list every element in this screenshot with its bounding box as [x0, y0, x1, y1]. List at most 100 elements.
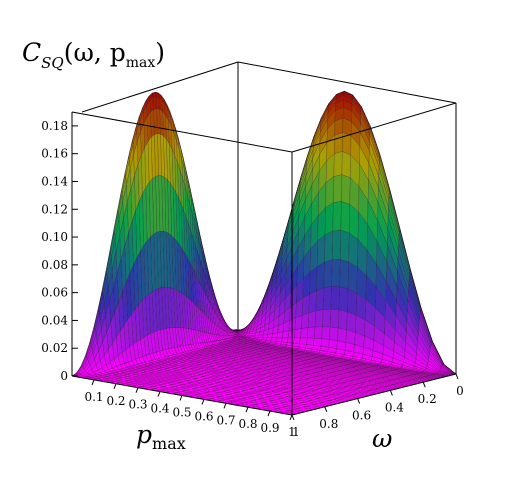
- omega-tick: [291, 414, 295, 421]
- surface-patch: [339, 259, 349, 290]
- surface-patch: [332, 201, 342, 232]
- p-tick: [157, 391, 161, 397]
- omega-tick-label: 0.4: [385, 400, 404, 414]
- surface-patch: [324, 230, 333, 263]
- title-close: ): [155, 38, 166, 67]
- surface: [71, 90, 457, 416]
- omega-tick: [324, 406, 328, 412]
- surface-patch: [322, 309, 332, 328]
- box-edge: [81, 61, 239, 113]
- p-axis-label: pmax: [136, 420, 186, 453]
- p-tick: [245, 407, 249, 413]
- surface-patch: [332, 230, 342, 260]
- surface-patch: [307, 310, 316, 328]
- z-tick-label: 0.14: [41, 174, 68, 188]
- omega-tick-label: 0.6: [352, 409, 371, 423]
- surface-patch: [341, 174, 351, 205]
- box-edge: [291, 102, 457, 153]
- box-edge: [237, 61, 457, 104]
- z-tick-label: 0.10: [41, 230, 68, 244]
- surface-patch: [337, 327, 347, 343]
- surface-patch: [281, 337, 289, 343]
- p-tick-label: 0.7: [216, 413, 235, 427]
- p-axis: 0.1 0.2 0.3 0.4 0.5 0.6 0.7 0.8 0.9 1: [84, 379, 296, 439]
- surface-patch: [300, 327, 309, 339]
- chart-title: CSQ(ω, pmax): [22, 38, 166, 72]
- surface-patch: [334, 117, 344, 136]
- p-tick: [267, 410, 271, 417]
- surface-patch: [347, 288, 357, 316]
- omega-tick: [455, 373, 459, 380]
- p-tick: [91, 379, 95, 386]
- z-tick-label: 0.12: [41, 202, 68, 216]
- surface-patch: [294, 328, 302, 339]
- omega-tick: [357, 398, 361, 404]
- z-tick-label: 0.02: [41, 341, 68, 355]
- p-tick: [113, 383, 117, 389]
- omega-tick-label: 0.2: [418, 392, 437, 406]
- surface-patch: [314, 309, 324, 328]
- p-tick: [289, 414, 293, 421]
- surface-patch: [287, 337, 295, 344]
- z-tick-label: 0.16: [41, 147, 68, 161]
- p-tick-label: 0.8: [238, 417, 257, 431]
- surface-patch: [329, 326, 339, 341]
- surface-patch: [330, 286, 340, 311]
- omega-axis: 0 0.2 0.4 0.6 0.8 1: [291, 373, 464, 439]
- omega-tick-label: 1: [292, 425, 300, 439]
- z-tick-label: 0.04: [41, 313, 68, 327]
- p-axis-label-sub: max: [152, 434, 186, 453]
- p-tick-label: 0.1: [84, 390, 103, 404]
- surface-patch: [338, 286, 349, 313]
- surface-patch: [323, 286, 332, 310]
- surface-patch: [324, 202, 334, 236]
- box-edge: [71, 111, 293, 153]
- surface-patch: [345, 329, 356, 345]
- p-tick: [179, 395, 183, 401]
- surface-patch: [313, 338, 322, 347]
- surface-patch: [333, 174, 343, 203]
- surface-patch: [340, 201, 350, 234]
- p-axis-label-main: p: [136, 420, 153, 449]
- surface-patch: [320, 338, 330, 348]
- z-tick-label: 0.18: [41, 119, 68, 133]
- surface-patch: [341, 151, 351, 179]
- surface-patch: [301, 312, 309, 329]
- omega-tick-label: 0.8: [319, 417, 338, 431]
- surface-patch: [314, 326, 323, 339]
- surface-patch: [321, 326, 331, 340]
- omega-tick-label: 0: [456, 384, 464, 398]
- surface-patch: [276, 331, 284, 339]
- surface-patch: [306, 337, 315, 346]
- omega-tick: [422, 382, 426, 388]
- surface-patch: [307, 326, 316, 339]
- p-tick-label: 0.4: [150, 402, 169, 416]
- omega-axis-label: ω: [372, 424, 393, 453]
- surface-patch: [340, 230, 350, 263]
- p-tick-label: 0.6: [194, 409, 213, 423]
- p-tick: [135, 387, 139, 393]
- surface-patch: [316, 261, 325, 291]
- surface-patch: [299, 337, 308, 345]
- z-axis: 0 0.02 0.04 0.06 0.08 0.10 0.12 0.14 0.16 0.18: [41, 119, 78, 383]
- front-box-edges: [71, 102, 457, 416]
- z-tick-label: 0.06: [41, 286, 68, 300]
- p-tick-label: 0.9: [260, 421, 279, 435]
- omega-tick: [389, 390, 393, 396]
- surface-patch: [328, 339, 338, 349]
- title-args-sub: max: [125, 55, 156, 71]
- surface-patch: [315, 287, 325, 312]
- surface-patch: [331, 259, 341, 287]
- surface-patch: [271, 332, 278, 339]
- p-tick-label: 0.3: [128, 398, 147, 412]
- surface-patch: [346, 311, 357, 333]
- p-tick-label: 1: [288, 425, 296, 439]
- box-edge: [291, 373, 457, 416]
- surface-patch: [323, 259, 333, 289]
- surface-patch: [330, 309, 340, 329]
- surface-patch: [334, 132, 343, 154]
- p-tick-label: 0.2: [106, 394, 125, 408]
- title-main: C: [22, 38, 42, 67]
- title-sub: SQ: [41, 54, 64, 72]
